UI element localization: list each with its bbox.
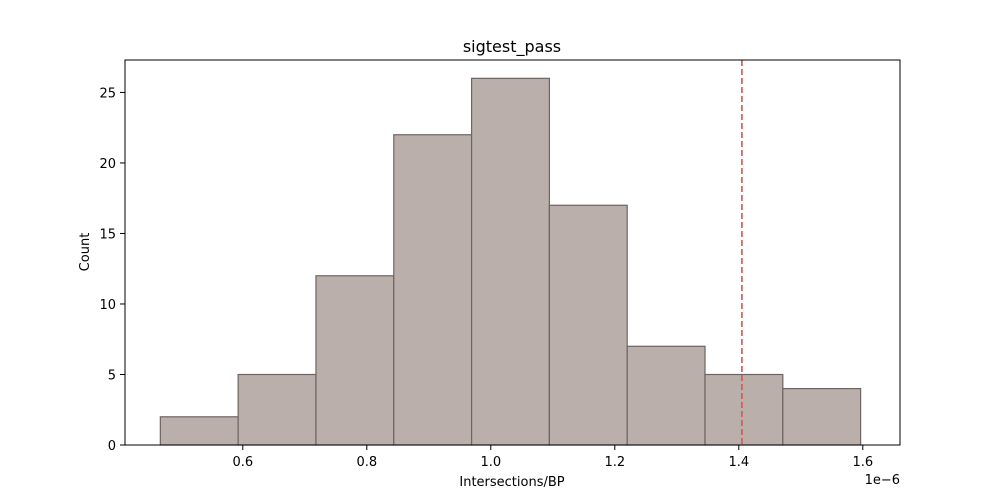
x-tick-label: 1.0 (480, 455, 501, 470)
y-tick-label: 0 (108, 439, 116, 454)
histogram-bar (393, 134, 473, 446)
y-ticks-group: 0 5 10 15 20 25 (99, 86, 125, 454)
y-tick-label: 5 (108, 368, 116, 383)
histogram-bar (626, 345, 706, 446)
x-tick-label: 1.6 (852, 455, 873, 470)
x-axis-label: Intersections/BP (459, 475, 564, 490)
x-tick-label: 1.4 (728, 455, 749, 470)
histogram-bar (782, 387, 862, 446)
histogram-bar (704, 373, 784, 446)
y-tick-label: 25 (99, 86, 116, 101)
histogram-bar (159, 416, 239, 446)
bars-group (159, 77, 862, 446)
chart-title: sigtest_pass (463, 37, 561, 57)
histogram-bar (315, 275, 395, 446)
x-ticks-group: 0.6 0.8 1.0 1.2 1.4 1.6 (232, 445, 873, 470)
x-tick-label: 0.6 (232, 455, 253, 470)
y-tick-label: 15 (99, 227, 116, 242)
x-tick-label: 1.2 (604, 455, 625, 470)
x-offset-label: 1e−6 (865, 473, 900, 488)
histogram-bar (548, 204, 628, 446)
y-tick-label: 20 (99, 157, 116, 172)
histogram-bar (237, 373, 317, 446)
plot-frame (124, 59, 901, 446)
y-tick-label: 10 (99, 298, 116, 313)
x-tick-label: 0.8 (356, 455, 377, 470)
y-axis-label: Count (78, 233, 93, 272)
histogram-bar (470, 77, 550, 446)
